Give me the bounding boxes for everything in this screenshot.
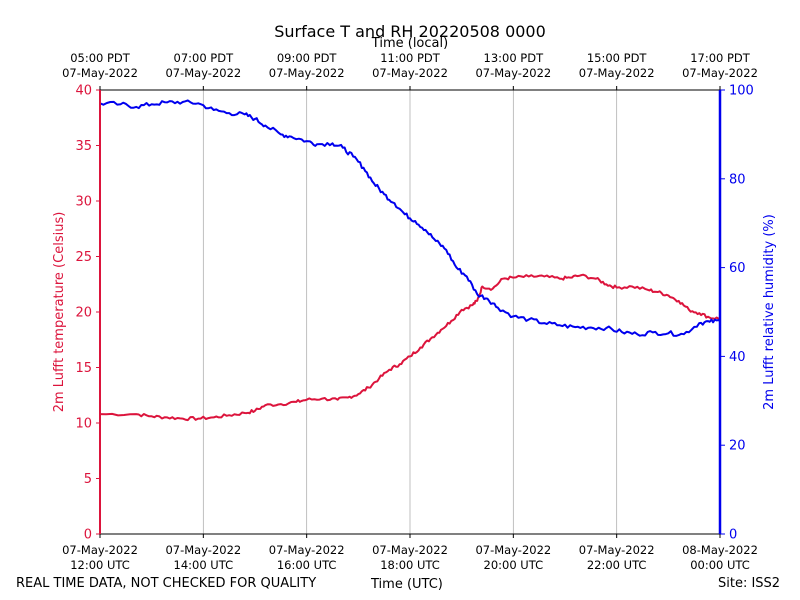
- top-axis-label: Time (local): [371, 36, 448, 51]
- x-bottom-tick-date: 07-May-2022: [165, 543, 241, 557]
- x-bottom-tick-time: 12:00 UTC: [70, 558, 130, 572]
- x-bottom-tick-date: 07-May-2022: [579, 543, 655, 557]
- y-right-tick-label: 40: [729, 350, 746, 365]
- site-label: Site: ISS2: [718, 576, 781, 591]
- x-top-tick-date: 07-May-2022: [269, 66, 345, 80]
- y-left-tick-label: 35: [75, 139, 92, 154]
- axes: 051015202530354002040608010007-May-20221…: [62, 51, 758, 572]
- grid-lines: [202, 90, 618, 534]
- x-bottom-tick-time: 00:00 UTC: [690, 558, 750, 572]
- x-top-tick-time: 09:00 PDT: [277, 51, 338, 65]
- x-top-tick-time: 15:00 PDT: [587, 51, 648, 65]
- x-bottom-tick-date: 07-May-2022: [372, 543, 448, 557]
- x-bottom-tick-date: 08-May-2022: [682, 543, 758, 557]
- x-bottom-tick-time: 16:00 UTC: [277, 558, 337, 572]
- x-top-tick-time: 17:00 PDT: [690, 51, 751, 65]
- y-right-tick-label: 60: [729, 261, 746, 276]
- quality-note: REAL TIME DATA, NOT CHECKED FOR QUALITY: [16, 576, 317, 591]
- x-top-tick-time: 13:00 PDT: [484, 51, 545, 65]
- y-right-tick-label: 0: [729, 528, 737, 543]
- x-top-tick-date: 07-May-2022: [62, 66, 138, 80]
- y-left-tick-label: 5: [84, 472, 92, 487]
- y-left-tick-label: 40: [75, 84, 92, 99]
- x-bottom-tick-time: 22:00 UTC: [587, 558, 647, 572]
- x-top-tick-date: 07-May-2022: [475, 66, 551, 80]
- y-left-tick-label: 20: [75, 306, 92, 321]
- x-bottom-tick-time: 18:00 UTC: [380, 558, 440, 572]
- x-bottom-tick-date: 07-May-2022: [475, 543, 551, 557]
- y-axis-right-label: 2m Lufft relative humidity (%): [762, 214, 777, 410]
- x-top-tick-date: 07-May-2022: [165, 66, 241, 80]
- x-top-tick-date: 07-May-2022: [372, 66, 448, 80]
- x-top-tick-time: 05:00 PDT: [70, 51, 131, 65]
- temperature-series-line: [99, 273, 721, 422]
- x-bottom-tick-date: 07-May-2022: [269, 543, 345, 557]
- x-top-tick-time: 07:00 PDT: [174, 51, 235, 65]
- x-axis-label: Time (UTC): [371, 577, 443, 592]
- y-left-tick-label: 25: [75, 250, 92, 265]
- chart-title: Surface T and RH 20220508 0000: [274, 22, 546, 41]
- x-bottom-tick-time: 14:00 UTC: [174, 558, 234, 572]
- y-left-tick-label: 10: [75, 417, 92, 432]
- y-left-tick-label: 15: [75, 361, 92, 376]
- y-left-tick-label: 0: [84, 528, 92, 543]
- y-right-tick-label: 80: [729, 172, 746, 187]
- x-top-tick-date: 07-May-2022: [579, 66, 655, 80]
- y-right-tick-label: 20: [729, 439, 746, 454]
- y-left-tick-label: 30: [75, 195, 92, 210]
- x-top-tick-date: 07-May-2022: [682, 66, 758, 80]
- x-top-tick-time: 11:00 PDT: [380, 51, 441, 65]
- y-axis-left-label: 2m Lufft temperature (Celsius): [52, 212, 67, 413]
- humidity-series-line: [99, 99, 721, 337]
- x-bottom-tick-date: 07-May-2022: [62, 543, 138, 557]
- y-right-tick-label: 100: [729, 84, 754, 99]
- x-bottom-tick-time: 20:00 UTC: [484, 558, 544, 572]
